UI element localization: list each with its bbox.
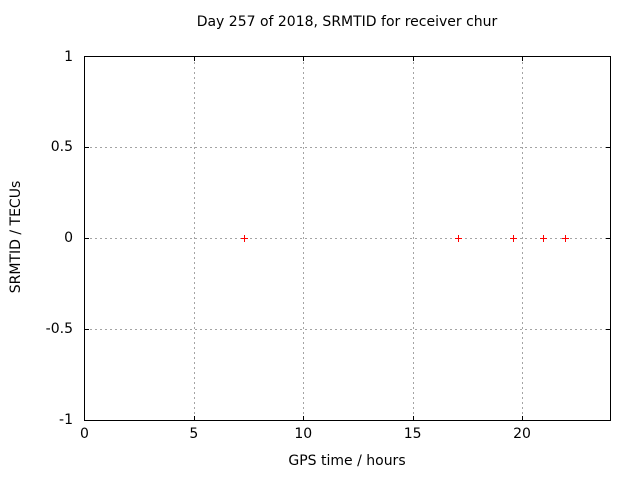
x-tick-mark: [412, 57, 414, 61]
y-tick-mark: [85, 147, 89, 149]
x-tick-label: 0: [80, 426, 89, 442]
x-tick-mark: [522, 57, 523, 61]
data-point-marker: [455, 234, 463, 242]
y-tick-mark: [85, 328, 89, 330]
h-gridline: [85, 328, 610, 330]
chart-title: Day 257 of 2018, SRMTID for receiver chu…: [196, 14, 498, 30]
data-point-marker: [562, 234, 570, 242]
data-point-marker: [540, 234, 548, 242]
x-tick-mark: [522, 416, 523, 420]
y-tick-label: 0.5: [50, 139, 73, 156]
x-tick-mark: [193, 57, 195, 61]
y-tick-mark: [606, 238, 610, 239]
x-tick-label: 20: [513, 426, 531, 442]
y-tick-mark: [85, 238, 89, 239]
h-gridline: [85, 147, 610, 149]
y-tick-label: -1: [59, 411, 73, 428]
y-tick-label: 0: [64, 230, 73, 246]
x-tick-label: 15: [403, 426, 422, 442]
x-tick-label: 10: [294, 426, 313, 442]
data-point-marker: [509, 234, 517, 242]
x-tick-mark: [412, 416, 414, 420]
h-gridline: [85, 238, 610, 239]
y-tick-mark: [606, 147, 610, 149]
x-tick-mark: [193, 416, 195, 420]
y-tick-label: -0.5: [45, 320, 73, 337]
y-tick-mark: [606, 328, 610, 330]
x-tick-mark: [303, 57, 305, 61]
x-tick-mark: [303, 416, 305, 420]
x-axis-label: GPS time / hours: [288, 453, 406, 469]
plot-area: [84, 56, 611, 421]
y-tick-label: 1: [64, 48, 73, 65]
data-point-marker: [240, 234, 248, 242]
x-tick-label: 5: [189, 426, 199, 442]
